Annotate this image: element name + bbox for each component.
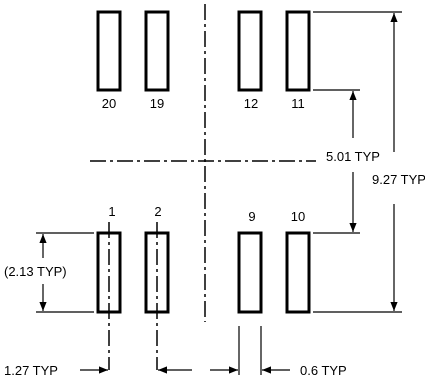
pin-label-19: 19 xyxy=(150,96,164,111)
pad-11 xyxy=(285,10,311,92)
pin-label-12: 12 xyxy=(244,96,258,111)
pin-label-9: 9 xyxy=(248,209,255,224)
dimension-pad-width-label: 0.6 TYP xyxy=(300,363,347,378)
pad-19 xyxy=(144,10,170,92)
pin-label-20: 20 xyxy=(102,96,116,111)
dimension-pad-length-label: (2.13 TYP) xyxy=(4,264,67,279)
pad-10 xyxy=(285,231,311,314)
pad-9 xyxy=(237,231,263,314)
dimension-outer-span-label: 9.27 TYP xyxy=(372,172,425,187)
pin-label-11: 11 xyxy=(291,96,305,111)
pad-12 xyxy=(237,10,263,92)
dimension-inner-span-label: 5.01 TYP xyxy=(326,149,380,164)
pad-20 xyxy=(96,10,122,92)
dimension-pitch-label: 1.27 TYP xyxy=(4,363,58,378)
pin-label-10: 10 xyxy=(291,209,305,224)
pin-label-1: 1 xyxy=(108,204,115,219)
pin-label-2: 2 xyxy=(154,204,161,219)
